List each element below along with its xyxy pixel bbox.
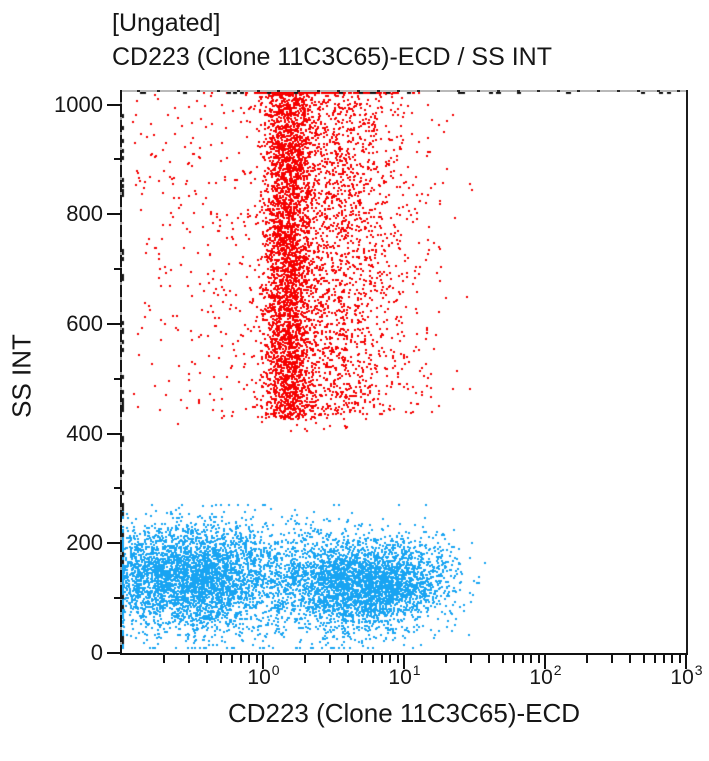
x-minor-tick bbox=[470, 655, 473, 663]
plot-border-right bbox=[686, 90, 688, 655]
x-major-tick bbox=[262, 655, 264, 669]
y-major-tick bbox=[107, 432, 122, 435]
parameters-title: CD223 (Clone 11C3C65)-ECD / SS INT bbox=[112, 43, 552, 71]
x-minor-tick bbox=[248, 655, 251, 663]
x-major-tick bbox=[403, 655, 405, 669]
y-minor-tick bbox=[114, 377, 122, 380]
x-minor-tick bbox=[205, 655, 208, 663]
y-minor-tick bbox=[114, 268, 122, 271]
x-minor-tick bbox=[304, 655, 307, 663]
x-minor-tick bbox=[255, 655, 258, 663]
plot-title-block: [Ungated] CD223 (Clone 11C3C65)-ECD / SS… bbox=[112, 6, 552, 74]
y-minor-tick bbox=[114, 597, 122, 600]
x-minor-tick bbox=[240, 655, 243, 663]
x-minor-tick bbox=[230, 655, 233, 663]
y-major-tick bbox=[107, 542, 122, 545]
x-minor-tick bbox=[487, 655, 490, 663]
y-minor-tick bbox=[114, 158, 122, 161]
x-axis-spine bbox=[120, 653, 688, 655]
y-minor-tick bbox=[114, 487, 122, 490]
x-minor-tick bbox=[501, 655, 504, 663]
x-minor-tick bbox=[360, 655, 363, 663]
plot-area[interactable] bbox=[122, 92, 686, 653]
x-tick-label: 102 bbox=[529, 662, 562, 689]
y-tick-label: 600 bbox=[66, 310, 103, 336]
x-minor-tick bbox=[371, 655, 374, 663]
x-tick-label: 100 bbox=[247, 662, 280, 689]
scatter-canvas[interactable] bbox=[122, 92, 686, 653]
x-minor-tick bbox=[611, 655, 614, 663]
x-minor-tick bbox=[678, 655, 681, 663]
x-minor-tick bbox=[389, 655, 392, 663]
y-tick-label: 400 bbox=[66, 420, 103, 446]
x-minor-tick bbox=[586, 655, 589, 663]
x-minor-tick bbox=[663, 655, 666, 663]
y-axis-label: SS INT bbox=[6, 334, 37, 418]
y-axis-spine bbox=[120, 90, 122, 655]
x-minor-tick bbox=[537, 655, 540, 663]
x-minor-tick bbox=[522, 655, 525, 663]
y-tick-label: 800 bbox=[66, 201, 103, 227]
x-minor-tick bbox=[642, 655, 645, 663]
y-major-tick bbox=[107, 652, 122, 654]
x-major-tick bbox=[544, 655, 546, 669]
y-major-tick bbox=[107, 213, 122, 216]
x-minor-tick bbox=[188, 655, 191, 663]
x-minor-tick bbox=[653, 655, 656, 663]
x-minor-tick bbox=[445, 655, 448, 663]
y-major-tick bbox=[107, 322, 122, 325]
x-minor-tick bbox=[512, 655, 515, 663]
x-minor-tick bbox=[163, 655, 166, 663]
x-minor-tick bbox=[671, 655, 674, 663]
y-tick-label: 200 bbox=[66, 530, 103, 556]
x-minor-tick bbox=[396, 655, 399, 663]
x-axis-label: CD223 (Clone 11C3C65)-ECD bbox=[227, 698, 581, 728]
x-minor-tick bbox=[628, 655, 631, 663]
gate-title: [Ungated] bbox=[112, 9, 221, 37]
x-major-tick bbox=[685, 655, 687, 669]
x-minor-tick bbox=[346, 655, 349, 663]
x-minor-tick bbox=[530, 655, 533, 663]
x-minor-tick bbox=[381, 655, 384, 663]
x-minor-tick bbox=[329, 655, 332, 663]
x-tick-label: 101 bbox=[388, 662, 421, 689]
y-tick-label: 0 bbox=[90, 640, 103, 665]
y-major-tick bbox=[107, 103, 122, 106]
y-tick-label: 1000 bbox=[54, 91, 103, 117]
x-minor-tick bbox=[219, 655, 222, 663]
x-tick-label: 103 bbox=[670, 662, 703, 689]
plot-border-top bbox=[120, 90, 688, 92]
